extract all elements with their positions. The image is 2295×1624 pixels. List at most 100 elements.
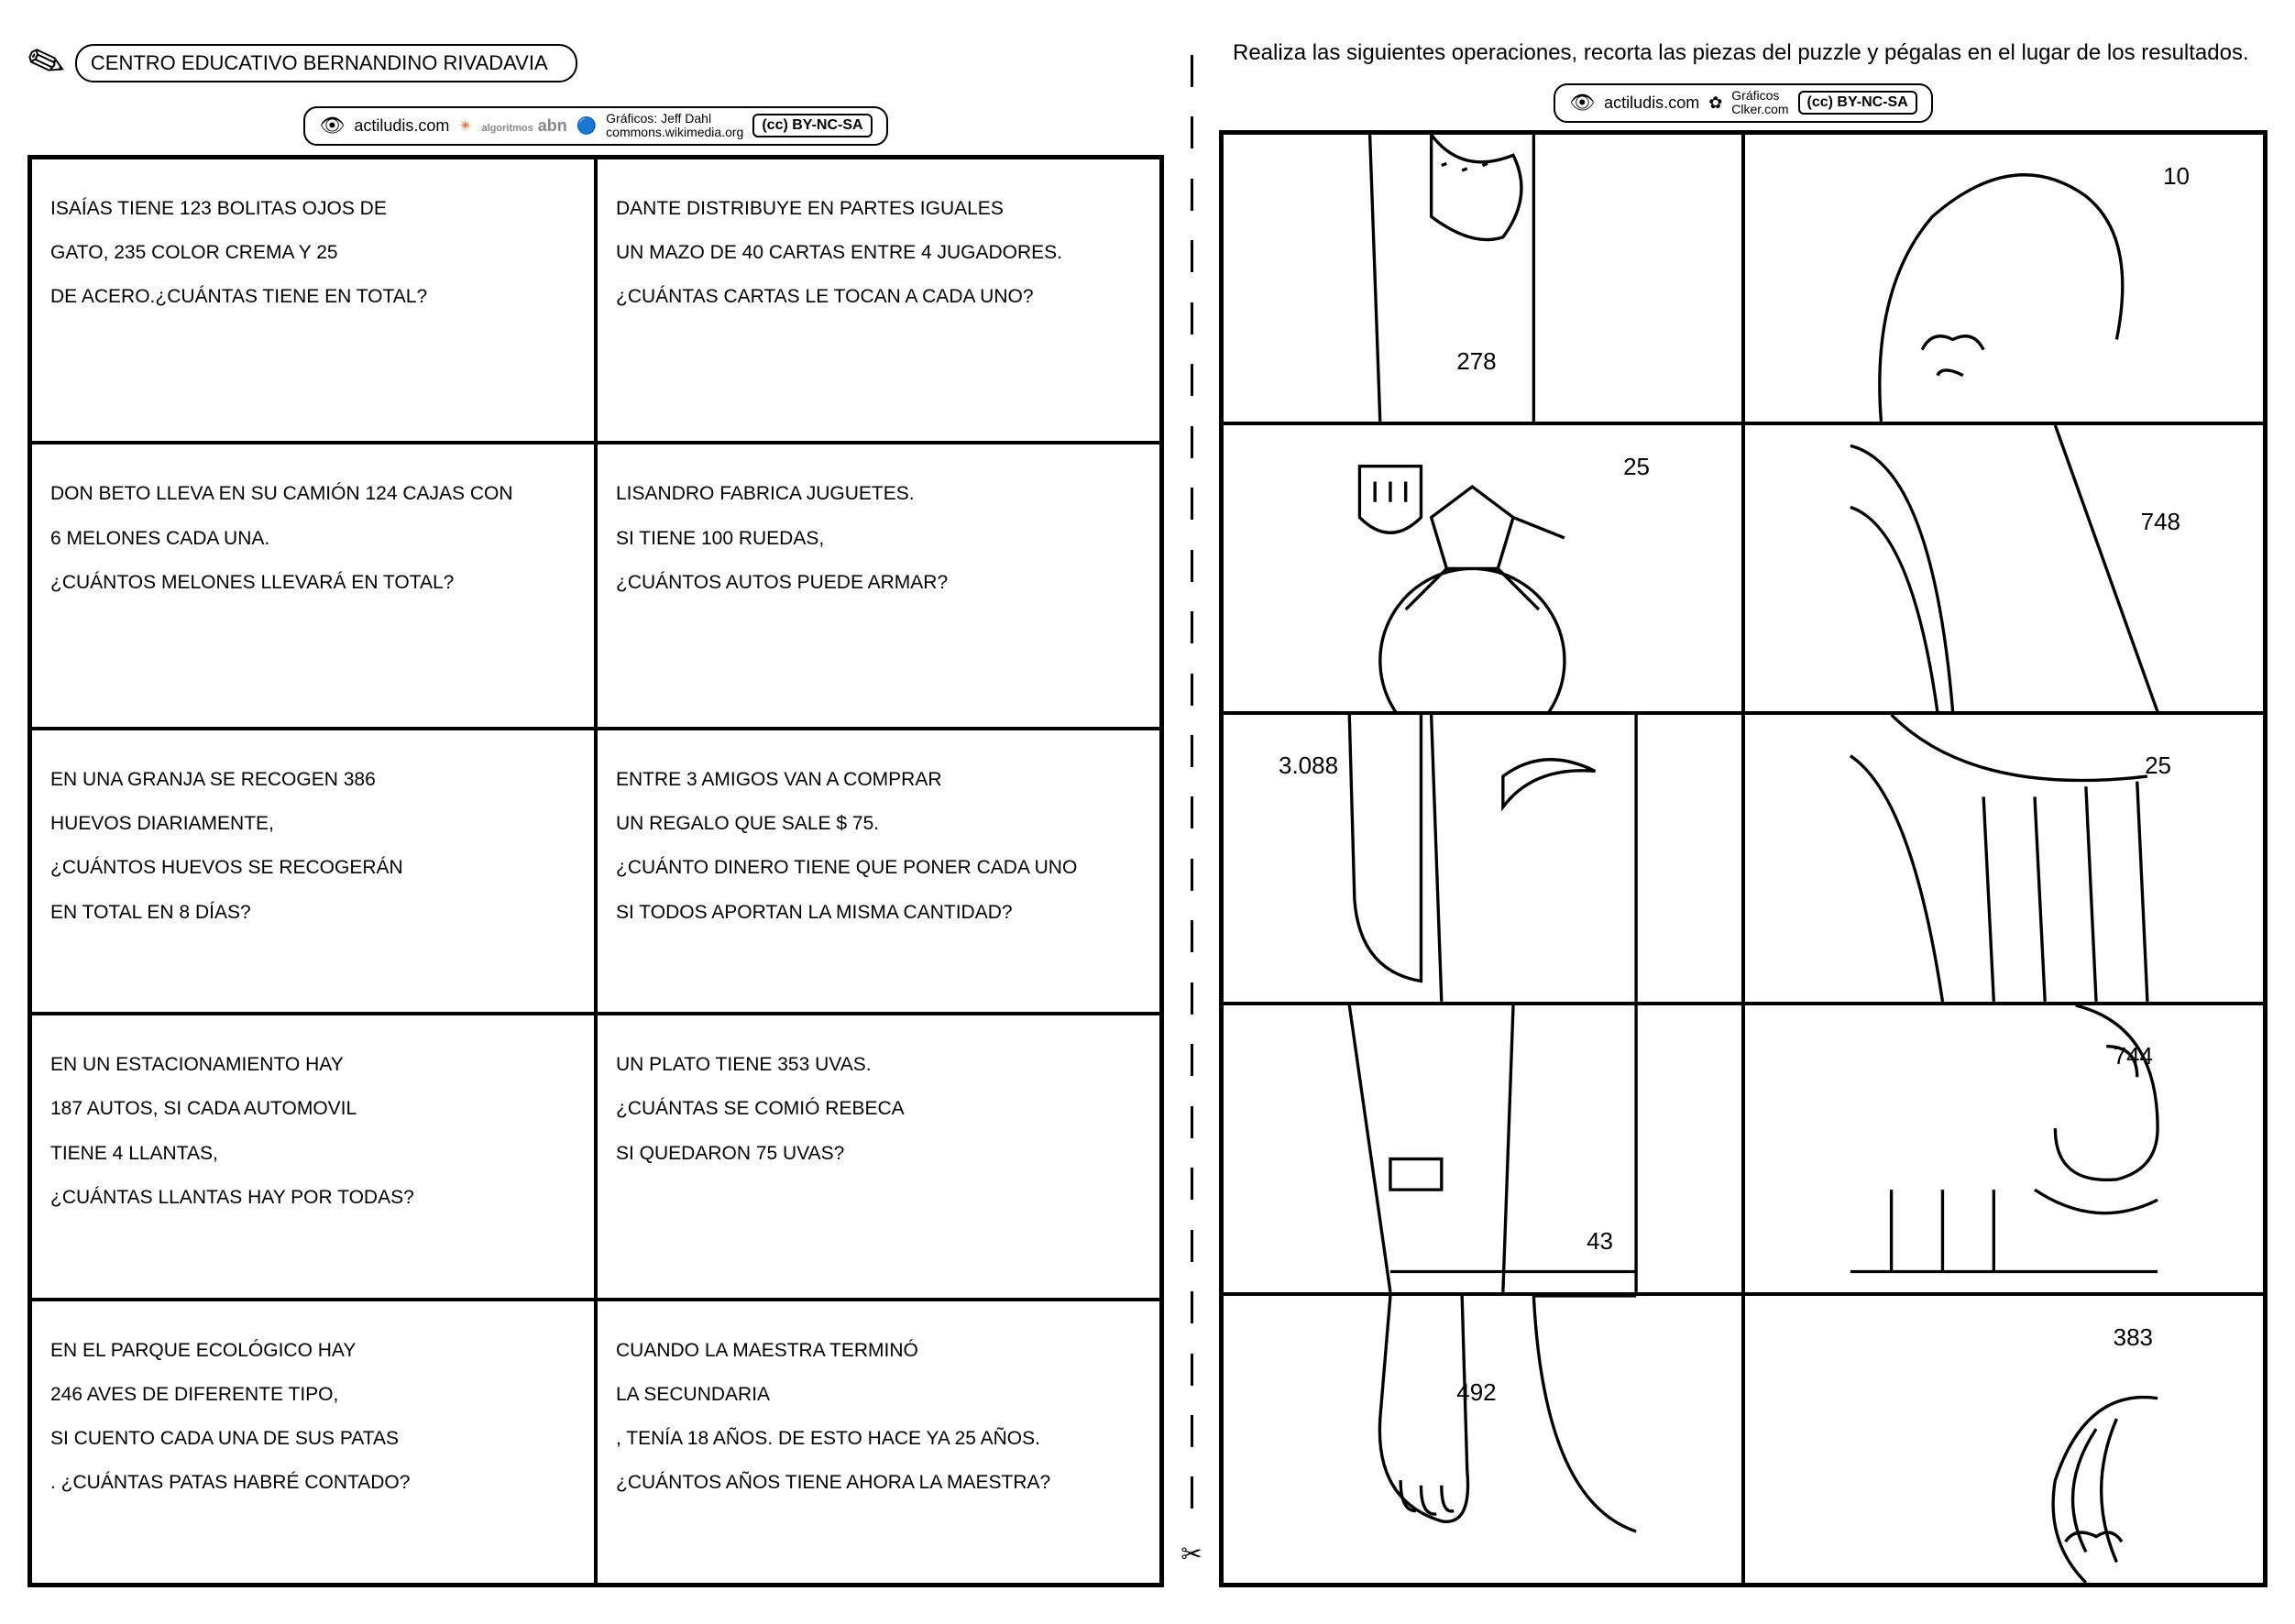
- problem-line: DON BETO LLEVA EN SU CAMIÓN 124 CAJAS CO…: [50, 472, 576, 516]
- credits-bar-right: 👁 actiludis.com ✿ Gráficos Clker.com (cc…: [1554, 83, 1933, 123]
- dash: [1191, 982, 1193, 1015]
- problem-line: EN TOTAL EN 8 DÍAS?: [50, 891, 576, 935]
- problem-line: LISANDRO FABRICA JUGUETES.: [616, 472, 1141, 516]
- puzzle-number: 492: [1456, 1378, 1496, 1407]
- problem-cell-0: ISAÍAS TIENE 123 BOLITAS OJOS DEGATO, 23…: [30, 158, 596, 443]
- dash: [1191, 1106, 1193, 1138]
- problem-line: 187 AUTOS, SI CADA AUTOMOVIL: [50, 1087, 576, 1131]
- problem-cell-8: EN EL PARQUE ECOLÓGICO HAY246 AVES DE DI…: [30, 1300, 596, 1585]
- dash: [1191, 240, 1193, 272]
- eye-icon: 👁: [1569, 91, 1595, 115]
- header-row: ✎ CENTRO EDUCATIVO BERNANDINO RIVADAVIA: [27, 37, 1164, 90]
- dash: [1191, 735, 1193, 767]
- site-label: actiludis.com: [1604, 93, 1699, 113]
- problem-cell-7: UN PLATO TIENE 353 UVAS.¿CUÁNTAS SE COMI…: [596, 1014, 1161, 1299]
- problem-cell-2: DON BETO LLEVA EN SU CAMIÓN 124 CAJAS CO…: [30, 443, 596, 728]
- problem-cell-1: DANTE DISTRIBUYE EN PARTES IGUALESUN MAZ…: [596, 158, 1161, 443]
- dash: [1191, 611, 1193, 643]
- swirl-icon: ✴: [458, 116, 472, 136]
- problem-line: SI TODOS APORTAN LA MISMA CANTIDAD?: [616, 891, 1141, 935]
- problem-cell-6: EN UN ESTACIONAMIENTO HAY187 AUTOS, SI C…: [30, 1014, 596, 1299]
- dash: [1191, 302, 1193, 335]
- problem-line: UN MAZO DE 40 CARTAS ENTRE 4 JUGADORES.: [616, 231, 1141, 275]
- school-name: CENTRO EDUCATIVO BERNANDINO RIVADAVIA: [91, 51, 548, 74]
- abn-label: algoritmos abn: [481, 116, 566, 136]
- problem-line: SI TIENE 100 RUEDAS,: [616, 517, 1141, 561]
- dash: [1191, 550, 1193, 582]
- puzzle-cell-6: 43: [1222, 1004, 1743, 1294]
- puzzle-number: 383: [2114, 1323, 2153, 1352]
- dash: [1191, 1291, 1193, 1323]
- graficos-label: Gráficos: Jeff Dahl commons.wikimedia.or…: [606, 112, 743, 140]
- dash: [1191, 796, 1193, 828]
- problem-line: DE ACERO.¿CUÁNTAS TIENE EN TOTAL?: [50, 275, 576, 319]
- dash: [1191, 488, 1193, 520]
- puzzle-number: 748: [2141, 508, 2180, 536]
- puzzle-number: 43: [1587, 1227, 1613, 1256]
- dash: [1191, 116, 1193, 148]
- puzzle-number: 25: [1623, 453, 1650, 481]
- problem-cell-9: CUANDO LA MAESTRA TERMINÓLA SECUNDARIA, …: [596, 1300, 1161, 1585]
- dash: [1191, 859, 1193, 891]
- problem-line: , TENÍA 18 AÑOS. DE ESTO HACE YA 25 AÑOS…: [616, 1417, 1141, 1461]
- site-label: actiludis.com: [354, 116, 449, 136]
- problem-line: ISAÍAS TIENE 123 BOLITAS OJOS DE: [50, 187, 576, 231]
- puzzle-cell-7: 744: [1743, 1004, 2265, 1294]
- dash: [1191, 1044, 1193, 1076]
- problem-line: ¿CUÁNTAS LLANTAS HAY POR TODAS?: [50, 1176, 576, 1220]
- puzzle-cell-5: 25: [1743, 713, 2265, 1004]
- eye-icon: 👁: [319, 114, 345, 137]
- puzzle-cell-8: 492: [1222, 1294, 1743, 1585]
- cc-badge: (cc) BY-NC-SA: [1798, 91, 1917, 115]
- wiki-icon: 🔵: [576, 116, 597, 136]
- problem-cell-4: EN UNA GRANJA SE RECOGEN 386HUEVOS DIARI…: [30, 729, 596, 1014]
- school-name-box: CENTRO EDUCATIVO BERNANDINO RIVADAVIA: [75, 44, 577, 82]
- dash: [1191, 1230, 1193, 1262]
- right-page: Realiza las siguientes operaciones, reco…: [1219, 37, 2268, 1587]
- puzzle-cell-2: 25: [1222, 423, 1743, 714]
- dash: [1191, 364, 1193, 396]
- puzzle-grid: 278 10 25 748 3.088 25 43 744 492 383: [1219, 130, 2268, 1587]
- flower-icon: ✿: [1708, 93, 1722, 113]
- problem-line: SI QUEDARON 75 UVAS?: [616, 1132, 1141, 1176]
- puzzle-number: 744: [2114, 1042, 2153, 1070]
- problem-line: ¿CUÁNTOS MELONES LLEVARÁ EN TOTAL?: [50, 561, 576, 605]
- problem-line: ¿CUÁNTAS SE COMIÓ REBECA: [616, 1087, 1141, 1131]
- credits-bar-left: 👁 actiludis.com ✴ algoritmos abn 🔵 Gráfi…: [303, 106, 887, 146]
- problem-cell-5: ENTRE 3 AMIGOS VAN A COMPRARUN REGALO QU…: [596, 729, 1161, 1014]
- problem-line: UN PLATO TIENE 353 UVAS.: [616, 1043, 1141, 1087]
- scissors-icon: ✂: [1180, 1539, 1202, 1569]
- puzzle-number: 3.088: [1279, 752, 1338, 780]
- left-page: ✎ CENTRO EDUCATIVO BERNANDINO RIVADAVIA …: [27, 37, 1164, 1587]
- dash: [1191, 426, 1193, 458]
- puzzle-cell-1: 10: [1743, 133, 2265, 423]
- pencil-icon: ✎: [19, 32, 73, 95]
- problem-cell-3: LISANDRO FABRICA JUGUETES.SI TIENE 100 R…: [596, 443, 1161, 728]
- problem-line: EN UNA GRANJA SE RECOGEN 386: [50, 758, 576, 802]
- graficos-label: Gráficos Clker.com: [1731, 89, 1788, 117]
- puzzle-number: 10: [2163, 162, 2190, 191]
- problem-line: 246 AVES DE DIFERENTE TIPO,: [50, 1373, 576, 1417]
- puzzle-number: 278: [1456, 347, 1496, 376]
- dash: [1191, 674, 1193, 706]
- problem-line: EN UN ESTACIONAMIENTO HAY: [50, 1043, 576, 1087]
- problem-line: . ¿CUÁNTAS PATAS HABRÉ CONTADO?: [50, 1461, 576, 1505]
- problem-line: CUANDO LA MAESTRA TERMINÓ: [616, 1329, 1141, 1373]
- problem-line: TIENE 4 LLANTAS,: [50, 1132, 576, 1176]
- dash: [1191, 1168, 1193, 1200]
- problems-grid: ISAÍAS TIENE 123 BOLITAS OJOS DEGATO, 23…: [27, 155, 1164, 1587]
- problem-line: UN REGALO QUE SALE $ 75.: [616, 802, 1141, 846]
- dash: [1191, 1354, 1193, 1386]
- dash: [1191, 179, 1193, 211]
- puzzle-cell-3: 748: [1743, 423, 2265, 714]
- problem-line: SI CUENTO CADA UNA DE SUS PATAS: [50, 1417, 576, 1461]
- problem-line: 6 MELONES CADA UNA.: [50, 517, 576, 561]
- problem-line: HUEVOS DIARIAMENTE,: [50, 802, 576, 846]
- problem-line: ¿CUÁNTAS CARTAS LE TOCAN A CADA UNO?: [616, 275, 1141, 319]
- dash: [1191, 55, 1193, 87]
- puzzle-cell-9: 383: [1743, 1294, 2265, 1585]
- problem-line: ¿CUÁNTOS HUEVOS SE RECOGERÁN: [50, 846, 576, 890]
- problem-line: ¿CUÁNTO DINERO TIENE QUE PONER CADA UNO: [616, 846, 1141, 890]
- puzzle-cell-0: 278: [1222, 133, 1743, 423]
- puzzle-cell-4: 3.088: [1222, 713, 1743, 1004]
